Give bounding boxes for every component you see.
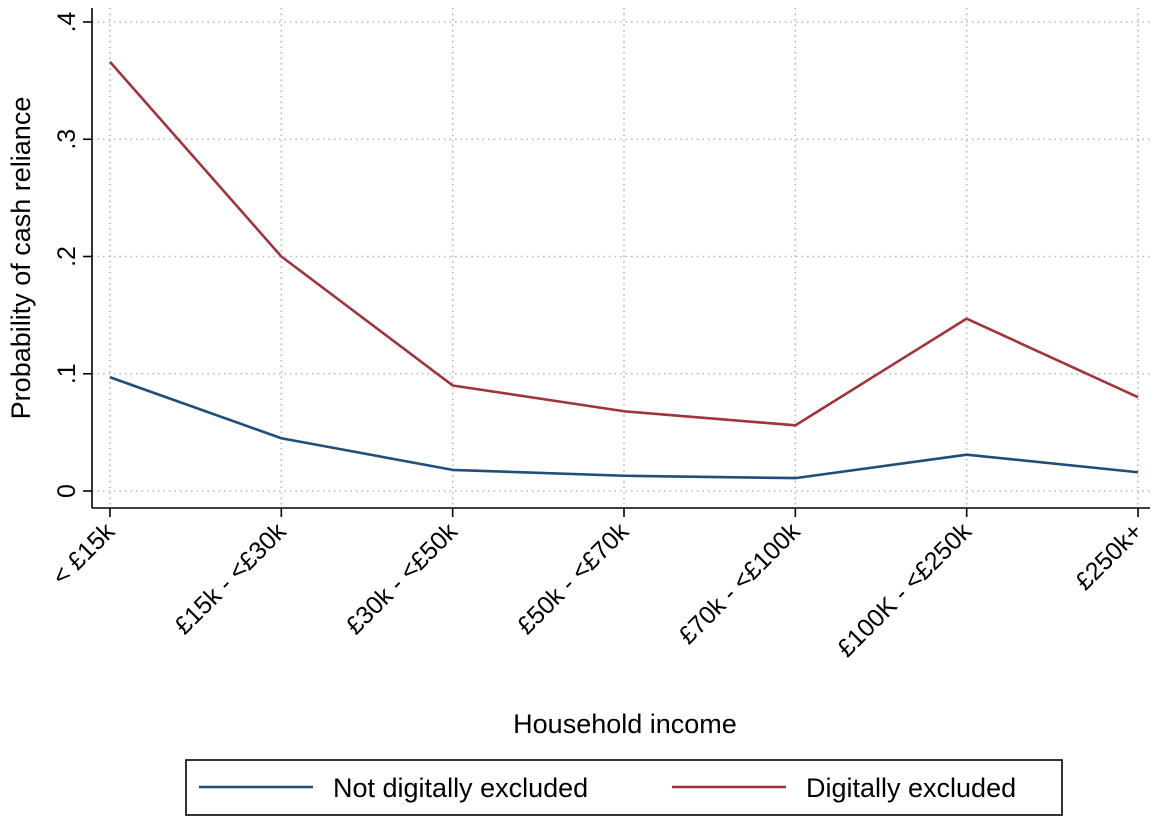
gridlines [92, 8, 1150, 508]
y-tick-label: .1 [53, 363, 81, 384]
series-line-digitally-excluded [109, 61, 1139, 427]
x-tick-label: £70k - <£100k [673, 517, 806, 650]
y-tick-label: .4 [53, 11, 81, 32]
x-tick-label: £15k - <£30k [169, 517, 292, 640]
x-tick-label: £50k - <£70k [512, 517, 635, 640]
legend-label-digitally-excluded: Digitally excluded [806, 773, 1016, 803]
y-tick-label: .3 [53, 129, 81, 150]
y-tick-label: 0 [53, 484, 81, 498]
x-axis-title: Household income [513, 709, 737, 739]
x-tick-label: < £15k [47, 517, 121, 591]
legend-label-not-digitally-excluded: Not digitally excluded [333, 773, 588, 803]
legend: Not digitally excluded Digitally exclude… [185, 759, 1063, 816]
series-line-not-digitally-excluded [109, 376, 1139, 480]
axes: 0 .1 .2 .3 .4 < £15k £15k - <£30k £30k - <£50k £… [47, 8, 1150, 663]
x-tick-label: £250k+ [1070, 517, 1148, 595]
x-tick-label: £100K - <£250k [832, 517, 977, 662]
y-axis-title: Probability of cash reliance [6, 97, 36, 420]
legend-box [185, 759, 1063, 816]
series-lines [109, 61, 1139, 480]
y-tick-label: .2 [53, 246, 81, 267]
x-tick-label: £30k - <£50k [340, 517, 463, 640]
